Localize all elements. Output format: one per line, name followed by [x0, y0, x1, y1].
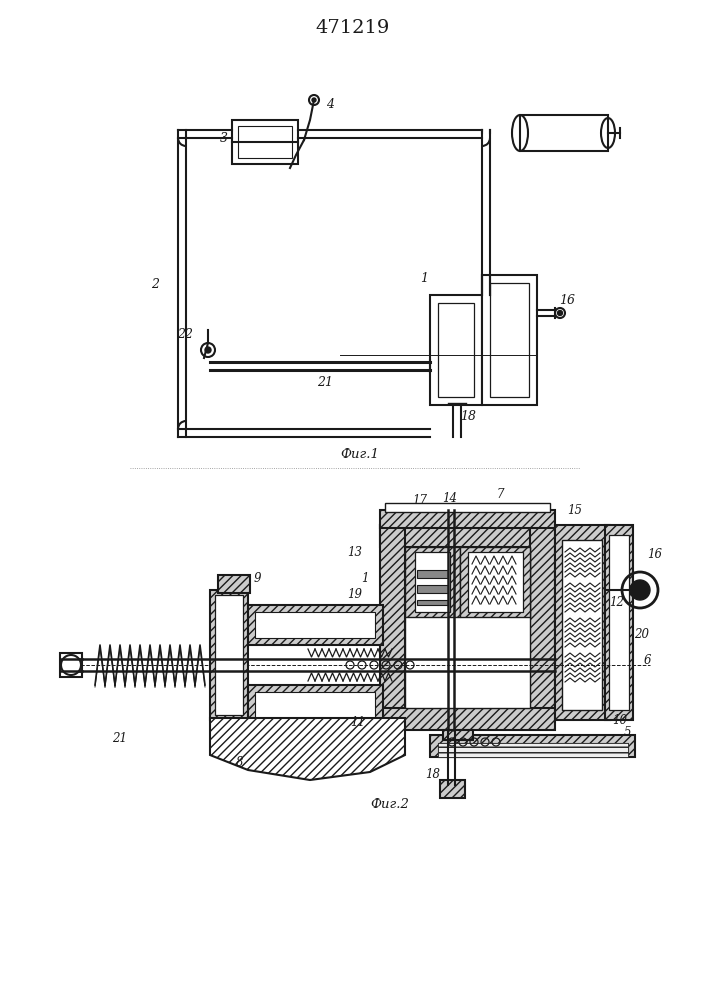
Text: 21: 21	[317, 375, 333, 388]
Text: 14: 14	[443, 491, 457, 504]
Text: 471219: 471219	[316, 19, 390, 37]
Text: 13: 13	[348, 546, 363, 560]
Bar	[210, 590, 248, 720]
Bar	[380, 525, 405, 720]
Bar	[218, 575, 250, 593]
Bar	[255, 692, 375, 722]
Bar	[405, 547, 460, 617]
Bar	[555, 525, 610, 720]
Bar	[460, 547, 530, 617]
Text: 21: 21	[112, 732, 127, 744]
Text: Фиг.2: Фиг.2	[370, 798, 409, 812]
Bar	[380, 510, 555, 528]
Text: 22: 22	[177, 328, 193, 342]
Bar	[417, 585, 448, 593]
Text: 1: 1	[420, 271, 428, 284]
Bar	[490, 283, 529, 397]
Bar	[255, 612, 375, 638]
Text: 7: 7	[496, 488, 504, 502]
Bar	[605, 525, 633, 720]
Bar	[238, 126, 292, 158]
Bar	[440, 780, 465, 798]
Bar	[380, 525, 555, 547]
Bar	[562, 540, 602, 710]
Bar	[468, 552, 523, 612]
Bar	[248, 685, 383, 730]
Bar	[430, 295, 482, 405]
Bar	[385, 503, 550, 512]
Bar	[438, 743, 628, 757]
Text: 18: 18	[426, 768, 440, 782]
Bar	[380, 708, 555, 730]
Bar	[405, 547, 530, 708]
Text: Фиг.1: Фиг.1	[341, 448, 380, 462]
Text: 9: 9	[253, 572, 261, 584]
Bar	[438, 743, 628, 757]
Circle shape	[630, 580, 650, 600]
Text: 2: 2	[151, 278, 159, 292]
Bar	[443, 730, 473, 740]
Bar	[60, 653, 82, 677]
Bar	[482, 275, 537, 405]
Bar	[417, 570, 448, 578]
Bar	[415, 552, 450, 612]
Text: 15: 15	[568, 504, 583, 516]
Bar	[430, 735, 635, 757]
Text: 4: 4	[326, 99, 334, 111]
Text: 3: 3	[220, 131, 228, 144]
Text: 17: 17	[412, 493, 428, 506]
Text: 6: 6	[643, 654, 650, 666]
Polygon shape	[210, 718, 405, 780]
Circle shape	[205, 347, 211, 353]
Bar	[609, 535, 629, 710]
Text: 16: 16	[648, 548, 662, 562]
Text: 1: 1	[361, 572, 369, 584]
Bar	[417, 600, 448, 605]
Text: 10: 10	[612, 714, 628, 726]
Text: 16: 16	[559, 294, 575, 306]
Bar	[232, 120, 298, 164]
Bar	[438, 303, 474, 397]
Text: 5: 5	[624, 726, 631, 738]
Bar	[215, 595, 243, 715]
Bar	[248, 605, 383, 645]
Bar	[520, 115, 608, 151]
Text: 8: 8	[236, 756, 244, 768]
Circle shape	[312, 98, 316, 102]
Text: 19: 19	[348, 588, 363, 601]
Circle shape	[558, 310, 563, 316]
Bar	[530, 525, 555, 720]
Text: 20: 20	[634, 629, 650, 642]
Text: 12: 12	[609, 596, 624, 609]
Text: 11: 11	[351, 716, 366, 728]
Text: 18: 18	[460, 410, 476, 422]
